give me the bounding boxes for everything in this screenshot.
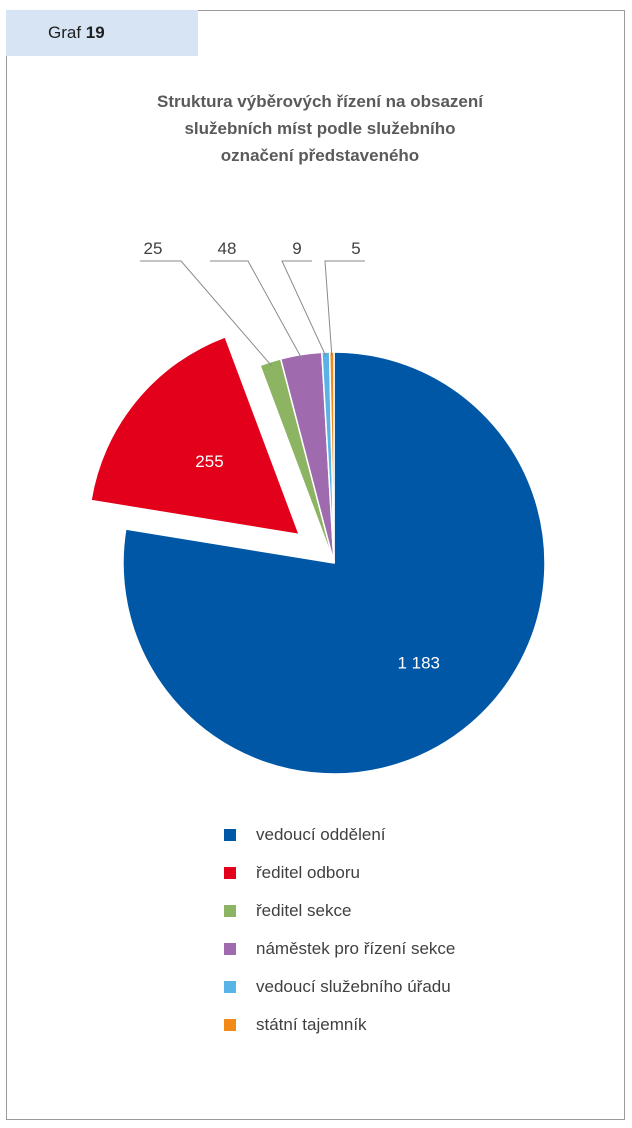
pie-slice-reditel-odboru xyxy=(90,335,301,536)
data-label-statni-tajemnik: 5 xyxy=(351,239,360,258)
legend-swatch xyxy=(224,905,236,917)
legend-label: státní tajemník xyxy=(256,1015,367,1034)
leader-line-vedouci-uradu xyxy=(281,260,327,357)
legend-label: ředitel odboru xyxy=(256,863,360,882)
graf-prefix: Graf xyxy=(48,23,82,42)
pie-chart: 1 183 255 25 48 9 5 xyxy=(90,239,546,775)
legend-label: náměstek pro řízení sekce xyxy=(256,939,456,958)
data-label-namestek: 48 xyxy=(218,239,237,258)
chart-title-line-1: Struktura výběrových řízení na obsazení xyxy=(157,92,483,111)
leader-line-statni-tajemnik xyxy=(324,260,365,357)
graf-label: Graf 19 xyxy=(6,10,198,56)
chart-title-line-2: služebních míst podle služebního xyxy=(184,119,456,138)
data-label-vedouci-uradu: 9 xyxy=(292,239,301,258)
legend-label: vedoucí služebního úřadu xyxy=(256,977,451,996)
legend-swatch xyxy=(224,981,236,993)
legend-swatch xyxy=(224,943,236,955)
data-label-reditel-sekce: 25 xyxy=(144,239,163,258)
chart-title-line-3: označení představeného xyxy=(220,146,420,165)
pie-slice-vedouci-oddeleni xyxy=(122,351,546,775)
legend-label: ředitel sekce xyxy=(256,901,352,920)
legend-swatch xyxy=(224,867,236,879)
leader-line-namestek xyxy=(210,260,303,359)
graf-number: 19 xyxy=(85,23,105,42)
data-label-vedouci-oddeleni: 1 183 xyxy=(397,654,440,673)
leader-line-reditel-sekce xyxy=(140,260,272,367)
data-label-reditel-odboru: 255 xyxy=(195,452,223,471)
legend-label: vedoucí oddělení xyxy=(256,825,386,844)
legend-swatch xyxy=(224,829,236,841)
legend-swatch xyxy=(224,1019,236,1031)
chart-title: Struktura výběrových řízení na obsazení … xyxy=(60,88,580,169)
